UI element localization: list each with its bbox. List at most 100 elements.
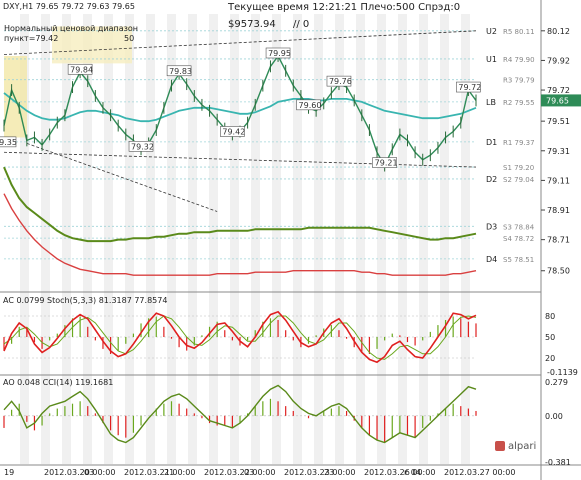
range-label-1: Нормальный ценовой диапазон — [4, 24, 139, 33]
stoch-signal-line — [3, 315, 477, 360]
price-annotation: 79.84 — [70, 65, 93, 74]
stoch-title: AC 0.0799 Stoch(5,3,3) 81.3187 77.8574 — [3, 296, 168, 305]
level-name-label: D1 — [486, 138, 497, 147]
price-annotation: 79.42 — [222, 127, 245, 136]
session-band — [83, 14, 92, 464]
channel-down — [26, 142, 218, 212]
session-band — [167, 14, 176, 464]
session-band — [104, 14, 113, 464]
time-tick-label: 2012.03.20 00:00 — [44, 468, 115, 477]
price-annotation-box — [128, 140, 154, 152]
stoch-tick-label: 50 — [545, 333, 555, 342]
symbol-line: DXY,H1 79.65 79.72 79.63 79.65 — [3, 2, 135, 11]
price-annotation: 79.35 — [0, 138, 17, 147]
pivot-label: R4 79.90 — [503, 56, 535, 64]
axis-tick-label: 78.91 — [547, 206, 570, 215]
axis-tick-label: 79.92 — [547, 56, 570, 65]
alpari-logo-icon — [495, 441, 505, 451]
session-band — [188, 14, 197, 464]
range-label-2: пункт=79.42 — [4, 34, 59, 43]
price-annotation: 79.21 — [375, 159, 398, 168]
session-band — [251, 14, 260, 464]
time-tick-label: 2012.03.22 00:00 — [204, 468, 275, 477]
brand-name: alpari — [508, 441, 537, 452]
cci-tick-label: -0.381 — [545, 458, 571, 467]
cci-tick-label: 0.279 — [545, 378, 568, 387]
time-tick-label: 2012.03.26 00:00 — [364, 468, 435, 477]
axis-tick-label: 80.12 — [547, 27, 570, 36]
price-annotation: 79.60 — [299, 101, 322, 110]
session-band — [398, 14, 407, 464]
cci-panel: 0.279 0.00 -0.381 — [3, 378, 571, 467]
session-band — [272, 14, 281, 464]
price-annotation: 79.32 — [131, 142, 154, 151]
channel-lower — [3, 151, 477, 168]
stoch-main-line — [3, 310, 477, 364]
stoch-tick-label: -0.1139 — [547, 368, 578, 377]
price-annotation-box — [166, 65, 192, 77]
channel-upper — [3, 30, 477, 55]
price-annotation: 79.83 — [169, 67, 192, 76]
axis-tick-label: 78.71 — [547, 236, 570, 245]
current-price-box — [541, 94, 581, 107]
stochastic-panel: 80 50 20 -0.1139 — [3, 310, 578, 377]
price-panel: U2 R5 80.11 U1 R4 79.90 R3 79.79 LB R2 79.55 D1… — [0, 26, 581, 276]
axis-tick-label: 78.50 — [547, 267, 570, 276]
range-box — [52, 26, 132, 64]
time-tick-label: 03 — [84, 468, 94, 477]
pivot-label: R3 79.79 — [503, 77, 535, 85]
session-band — [335, 14, 344, 464]
pivot-label: S2 79.04 — [503, 176, 535, 184]
level-name-label: U2 — [486, 27, 497, 36]
session-band — [209, 14, 218, 464]
price-annotation-box — [372, 157, 397, 168]
pivot-label: S1 79.20 — [503, 164, 534, 172]
price-annotation-box — [456, 81, 481, 93]
session-band — [356, 14, 365, 464]
price-axis: 80.12 79.92 79.72 79.51 79.31 79.11 78.91 78.71… — [541, 27, 570, 276]
price-annotation-box — [67, 63, 93, 75]
time-tick-label: 2012.03.21 00:00 — [124, 468, 195, 477]
price-annotation-box — [265, 47, 291, 59]
pivot-label: S5 78.51 — [503, 256, 534, 264]
pivot-label: S3 78.84 — [503, 223, 535, 231]
price-annotation: 79.95 — [268, 49, 291, 58]
session-band — [146, 14, 155, 464]
axis-tick-label: 79.72 — [547, 86, 570, 95]
ma-olive-line — [3, 166, 477, 243]
session-band — [41, 14, 50, 464]
level-name-label: U1 — [486, 55, 497, 64]
cci-title: AO 0.048 CCI(14) 119.1681 — [3, 378, 114, 387]
session-band — [293, 14, 302, 464]
pivot-label: S4 78.72 — [503, 235, 534, 243]
ma-cyan-line — [3, 92, 477, 123]
cci-tick-label: 0.00 — [545, 412, 563, 421]
current-price-label: 79.65 — [546, 96, 569, 105]
level-name-label: D4 — [486, 255, 497, 264]
price-annotation: 79.72 — [458, 83, 481, 92]
level-name-label: D2 — [486, 175, 497, 184]
session-band — [62, 14, 71, 464]
level-name-label: LB — [486, 98, 496, 107]
time-tick-label: 19 — [4, 468, 14, 477]
price-annotation-box — [220, 126, 245, 137]
time-tick-label: 23 — [324, 468, 334, 477]
pivot-label: R5 80.11 — [503, 28, 535, 36]
time-tick-label: г 04 — [404, 468, 421, 477]
session-band — [20, 14, 29, 464]
price-annotation: 79.76 — [329, 77, 352, 86]
time-tick-label: 03 — [244, 468, 254, 477]
ma-red-line — [3, 193, 477, 276]
price-annotation-box — [0, 136, 17, 148]
session-band — [314, 14, 323, 464]
axis-tick-label: 79.31 — [547, 147, 570, 156]
time-tick-label: 2012.03.23 00:00 — [284, 468, 355, 477]
session-band — [461, 14, 470, 464]
level-name-label: D3 — [486, 222, 497, 231]
time-tick-label: 21 — [164, 468, 174, 477]
axis-tick-label: 79.51 — [547, 117, 570, 126]
balance-text: $9573.94 — [228, 19, 276, 30]
